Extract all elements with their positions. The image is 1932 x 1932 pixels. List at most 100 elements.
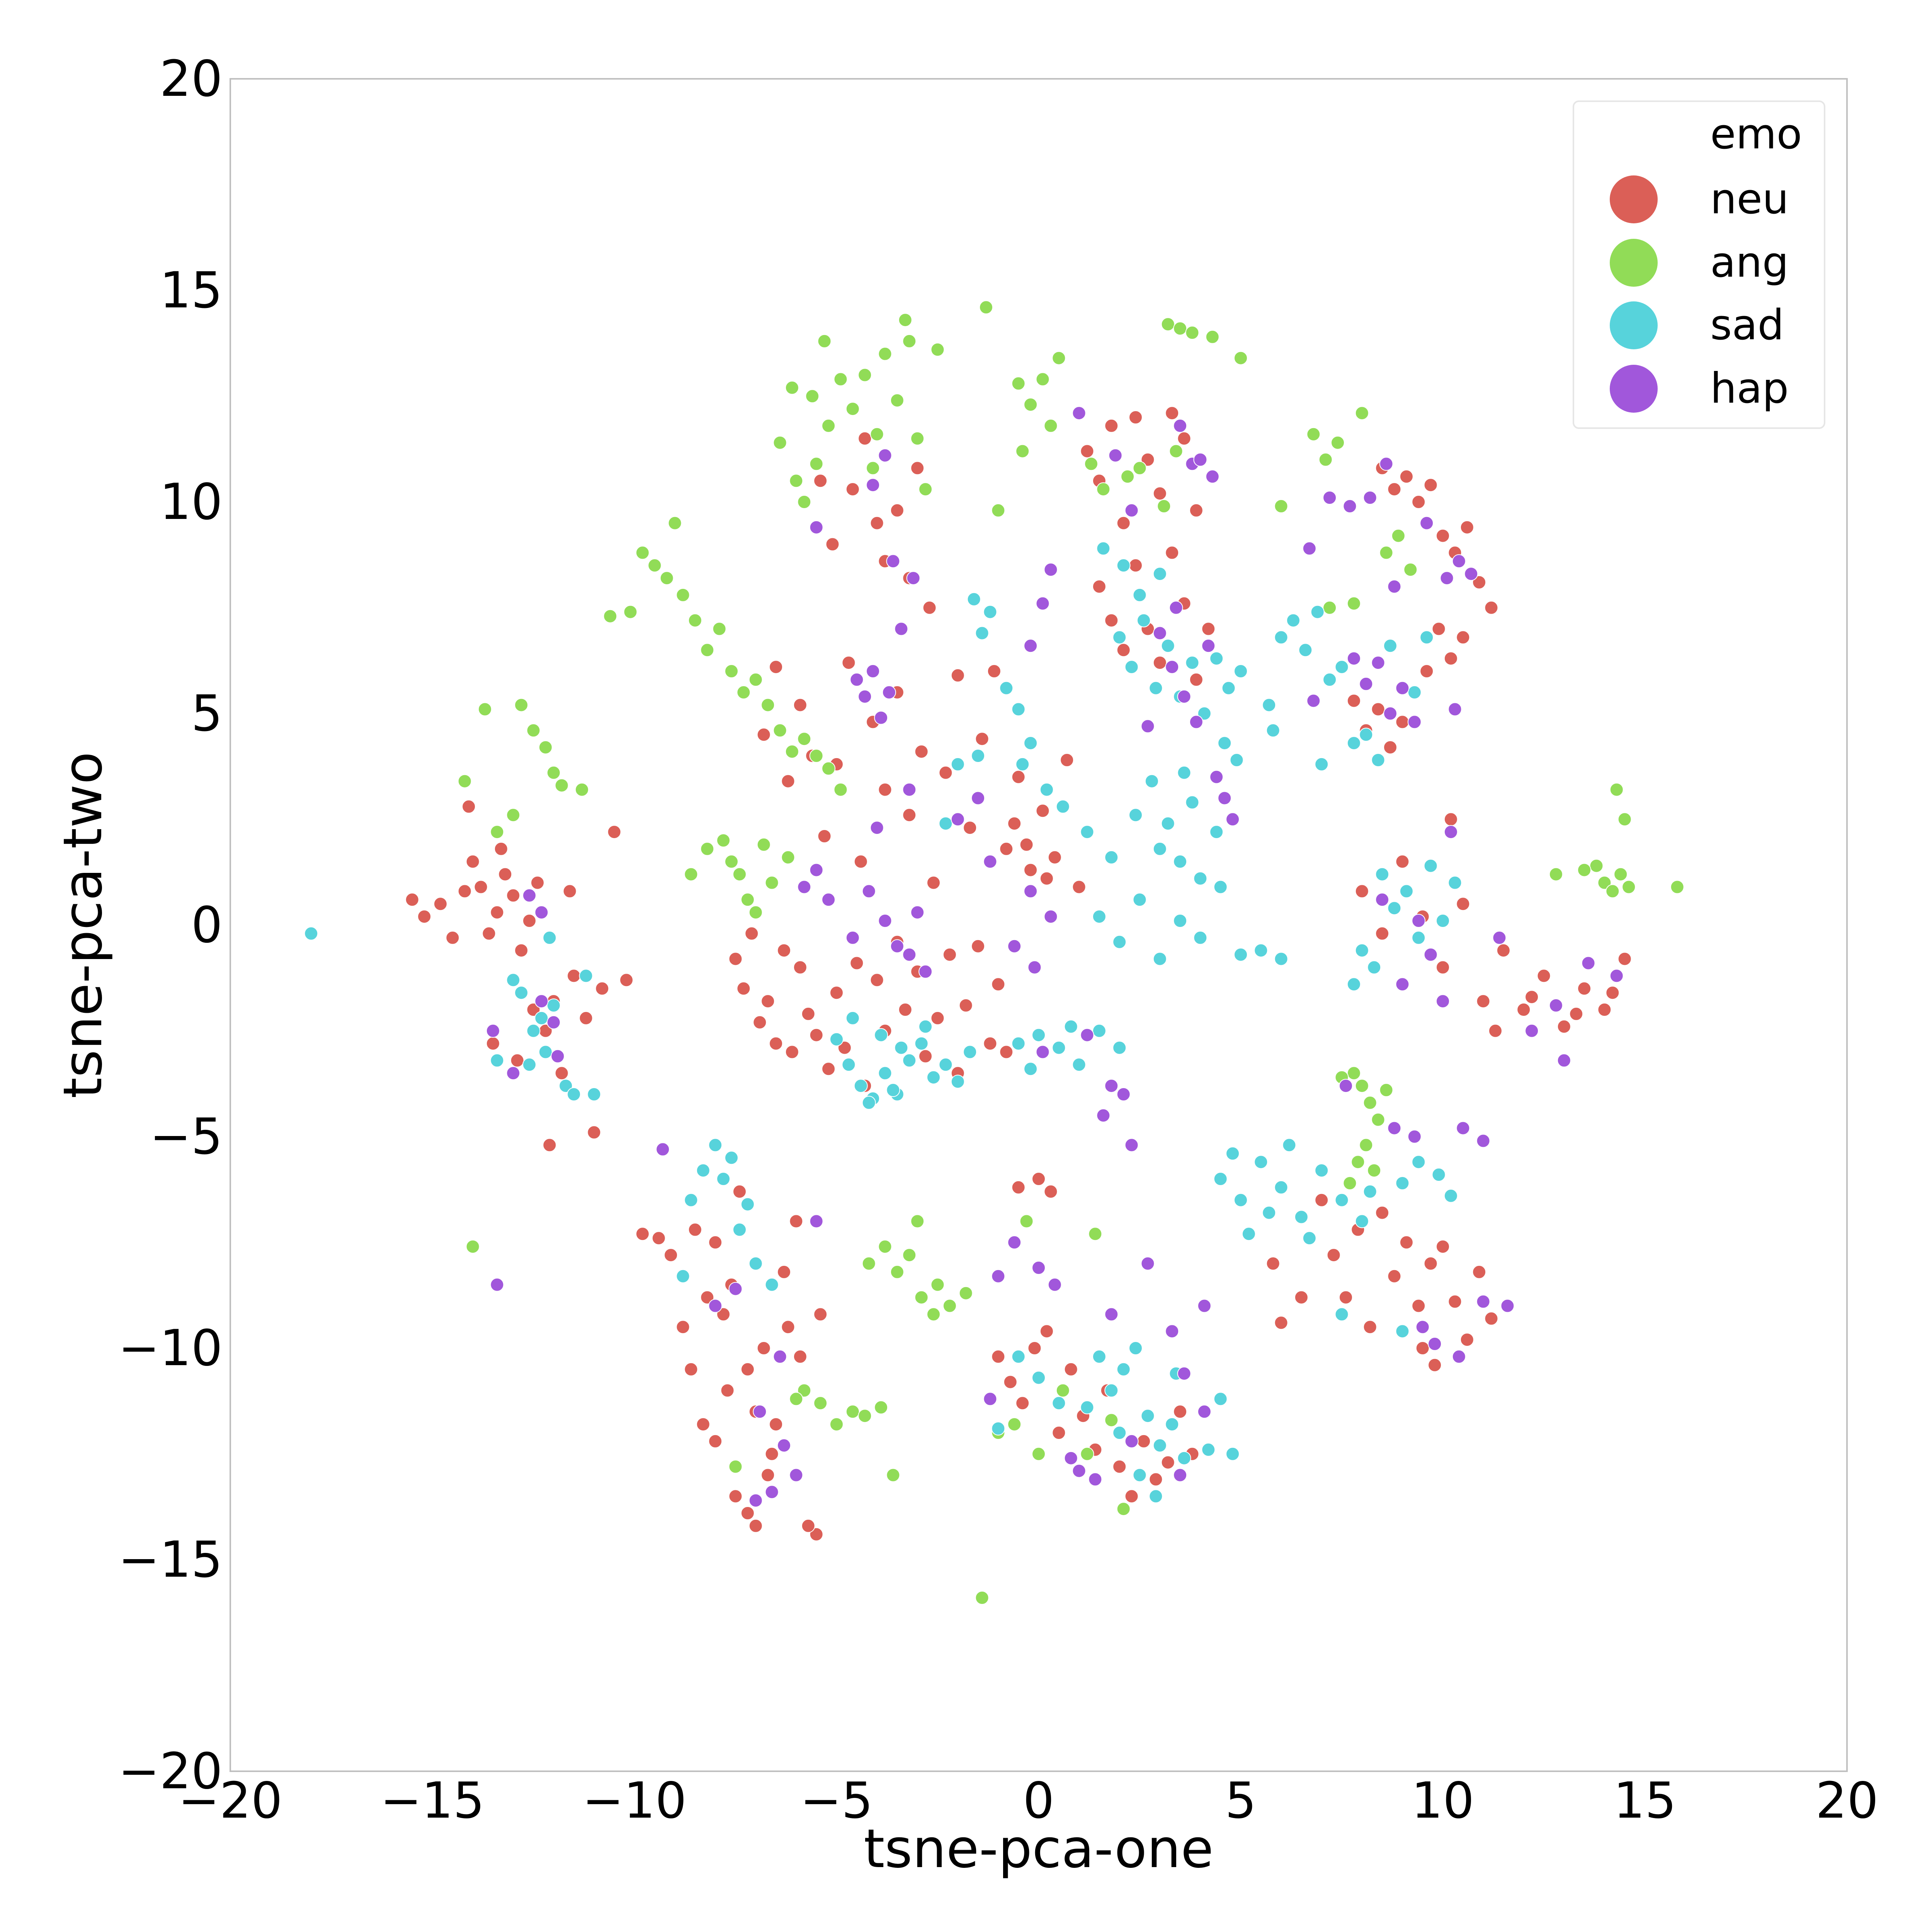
point-sad: [878, 1066, 892, 1080]
point-sad: [951, 1075, 965, 1089]
point-neu: [1375, 1206, 1389, 1220]
point-hap: [1444, 825, 1458, 839]
point-hap: [874, 711, 888, 725]
point-neu: [506, 888, 520, 903]
point-hap: [1218, 791, 1232, 805]
point-ang: [886, 1468, 900, 1482]
point-neu: [1007, 816, 1022, 831]
point-ang: [785, 381, 799, 395]
point-sad: [991, 1422, 1005, 1435]
point-sad: [939, 1058, 953, 1072]
point-neu: [498, 867, 512, 881]
point-neu: [975, 732, 989, 746]
point-sad: [1266, 723, 1280, 738]
point-hap: [1032, 1261, 1046, 1275]
point-hap: [1379, 457, 1393, 471]
point-sad: [765, 1277, 779, 1292]
point-hap: [983, 854, 997, 869]
point-neu: [1011, 1180, 1026, 1194]
point-ang: [1084, 457, 1098, 471]
point-sad: [1213, 880, 1228, 894]
x-tick-label: 10: [1412, 1772, 1475, 1830]
point-neu: [963, 821, 977, 835]
point-sad: [1234, 664, 1248, 678]
point-hap: [890, 939, 904, 953]
point-hap: [1108, 448, 1122, 463]
point-sad: [1335, 660, 1349, 674]
point-neu: [1605, 986, 1620, 1000]
point-sad: [579, 969, 593, 983]
point-neu: [991, 977, 1005, 992]
x-tick-label: 20: [1816, 1772, 1879, 1830]
point-sad: [1153, 842, 1167, 856]
point-hap: [1347, 651, 1361, 666]
point-neu: [1460, 520, 1474, 534]
point-ang: [918, 482, 933, 497]
point-neu: [457, 884, 472, 898]
point-sad: [1080, 1400, 1094, 1415]
point-sad: [1161, 639, 1175, 653]
point-neu: [1189, 672, 1203, 687]
point-sad: [587, 1087, 601, 1101]
point-neu: [801, 1007, 815, 1021]
point-ang: [781, 850, 795, 864]
point-sad: [1129, 808, 1143, 822]
point-ang: [603, 609, 617, 623]
point-ang: [1359, 1138, 1373, 1152]
point-hap: [1044, 910, 1058, 924]
point-sad: [514, 986, 529, 1000]
point-neu: [1557, 1019, 1571, 1034]
point-ang: [1323, 600, 1337, 615]
point-ang: [773, 435, 787, 450]
point-neu: [1177, 431, 1191, 446]
point-sad: [1436, 914, 1450, 928]
point-hap: [1339, 1079, 1353, 1093]
point-sad: [1116, 558, 1131, 573]
legend-label-sad: sad: [1710, 301, 1784, 349]
point-hap: [809, 1214, 823, 1228]
point-neu: [1423, 478, 1438, 492]
point-neu: [720, 1383, 735, 1398]
point-hap: [1412, 914, 1426, 928]
point-hap: [1436, 994, 1450, 1009]
point-neu: [1129, 410, 1143, 424]
point-hap: [845, 930, 860, 945]
point-ang: [1549, 867, 1563, 881]
point-sad: [1072, 1058, 1086, 1072]
point-sad: [1310, 605, 1325, 619]
point-neu: [914, 745, 929, 759]
point-sad: [1116, 1362, 1131, 1376]
point-sad: [1185, 795, 1199, 810]
point-neu: [664, 1248, 678, 1262]
point-neu: [939, 765, 953, 780]
point-ang: [858, 368, 872, 382]
point-sad: [1092, 1349, 1106, 1364]
legend-label-hap: hap: [1710, 364, 1789, 413]
point-ang: [821, 418, 836, 433]
point-sad: [1218, 736, 1232, 750]
point-neu: [486, 1036, 500, 1051]
point-hap: [1177, 1366, 1191, 1381]
point-ang: [1133, 461, 1147, 475]
point-neu: [1428, 1358, 1442, 1372]
point-ang: [1044, 418, 1058, 433]
point-neu: [1315, 1193, 1329, 1207]
point-hap: [866, 664, 880, 678]
point-ang: [748, 905, 763, 920]
x-tick-label: −15: [380, 1772, 485, 1830]
point-neu: [1092, 580, 1106, 594]
point-neu: [781, 774, 795, 788]
point-ang: [878, 347, 892, 361]
point-sad: [1234, 947, 1248, 962]
point-neu: [1039, 871, 1054, 886]
point-ang: [1088, 1227, 1102, 1241]
point-sad: [1177, 765, 1191, 780]
point-neu: [1460, 1333, 1474, 1347]
point-sad: [1282, 1138, 1296, 1152]
point-hap: [1141, 719, 1155, 733]
point-neu: [1484, 600, 1498, 615]
point-sad: [1209, 825, 1224, 839]
point-sad: [1375, 867, 1389, 881]
point-neu: [890, 503, 904, 517]
point-sad: [1056, 799, 1070, 814]
